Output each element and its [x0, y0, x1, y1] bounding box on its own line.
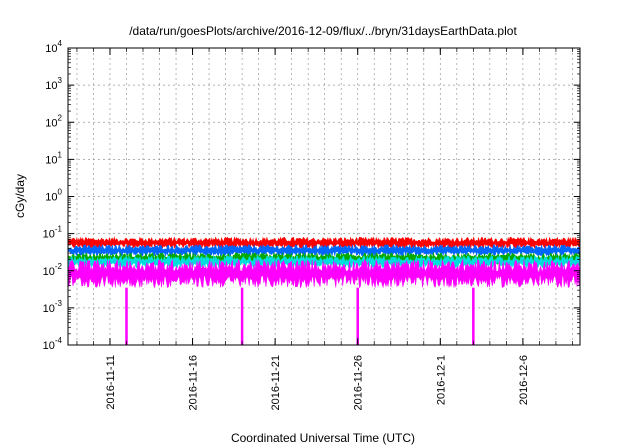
y-tick-label: 102 [45, 113, 62, 129]
data-series [67, 236, 581, 345]
x-tick-label: 2016-11-16 [188, 355, 200, 410]
y-tick-label: 10-3 [43, 299, 63, 315]
y-axis-label: cGy/day [13, 174, 27, 218]
x-axis-label: Coordinated Universal Time (UTC) [231, 431, 415, 445]
axis-ticks: 10-4 10-3 10-2 10-1 100 101 102 103 104 2016-11-1… [43, 39, 580, 410]
y-tick-label: 101 [45, 150, 62, 166]
y-tick-label: 103 [45, 76, 62, 92]
chart-title: /data/run/goesPlots/archive/2016-12-09/f… [129, 24, 517, 38]
y-tick-label: 10-4 [43, 336, 63, 352]
x-tick-label: 2016-12-6 [518, 355, 530, 405]
y-tick-label: 10-1 [43, 225, 63, 241]
grid [68, 48, 580, 345]
x-tick-label: 2016-12-1 [435, 355, 447, 405]
x-tick-label: 2016-11-21 [270, 355, 282, 410]
y-tick-label: 104 [45, 39, 62, 55]
x-tick-label: 2016-11-26 [353, 355, 365, 410]
y-tick-label: 10-2 [43, 262, 63, 278]
y-tick-label: 100 [45, 188, 62, 204]
x-tick-label: 2016-11-11 [105, 355, 117, 410]
